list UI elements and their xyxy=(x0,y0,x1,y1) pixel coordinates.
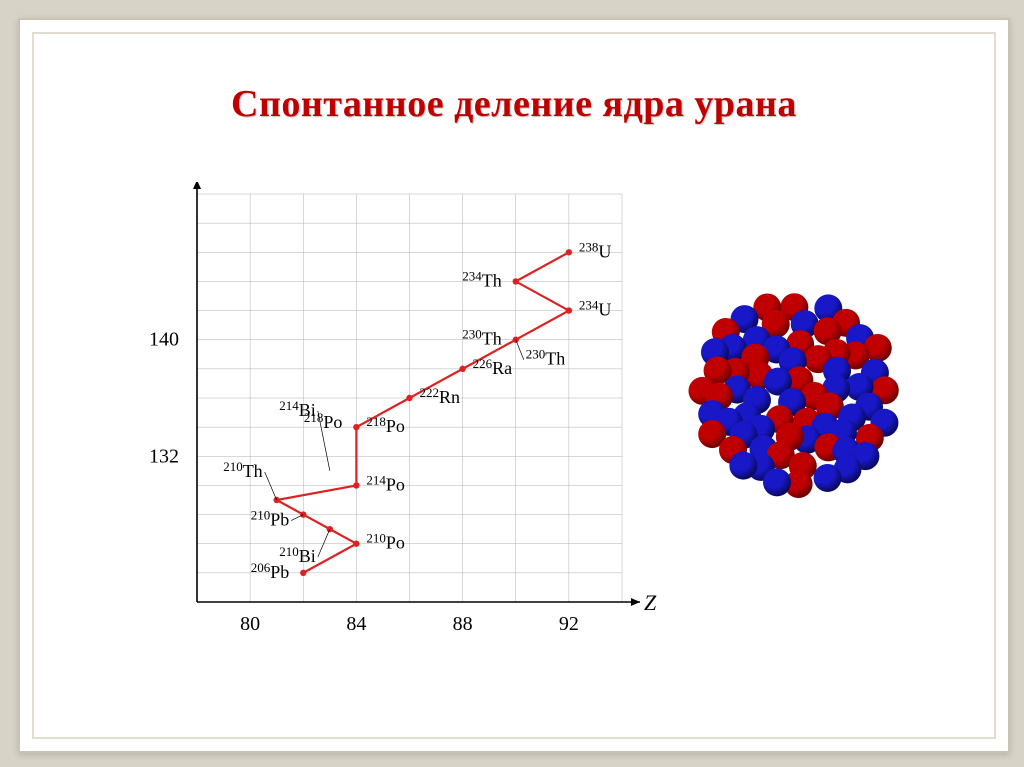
nucleus-illustration xyxy=(686,284,906,504)
svg-text:214Bi: 214Bi xyxy=(279,398,316,420)
svg-text:206Pb: 206Pb xyxy=(251,560,290,582)
svg-text:230Th: 230Th xyxy=(526,347,566,369)
svg-text:222Rn: 222Rn xyxy=(420,385,461,407)
svg-text:210Pb: 210Pb xyxy=(251,508,290,530)
svg-text:238U: 238U xyxy=(579,239,612,261)
svg-text:88: 88 xyxy=(453,613,473,635)
svg-text:214Po: 214Po xyxy=(366,472,405,494)
svg-text:80: 80 xyxy=(240,613,260,635)
svg-text:84: 84 xyxy=(346,613,366,635)
svg-text:210Th: 210Th xyxy=(223,459,263,481)
decay-chart: NZ80848892132140238U234Th234U230Th230Th2… xyxy=(102,182,662,662)
svg-text:226Ra: 226Ra xyxy=(473,356,513,378)
svg-text:230Th: 230Th xyxy=(462,327,502,349)
svg-text:234Th: 234Th xyxy=(462,268,502,290)
page-title: Спонтанное деление ядра урана xyxy=(34,82,994,126)
svg-text:210Po: 210Po xyxy=(366,531,405,553)
slide-card: Спонтанное деление ядра урана NZ80848892… xyxy=(18,18,1010,753)
svg-text:234U: 234U xyxy=(579,298,612,320)
slide-inner-frame: Спонтанное деление ядра урана NZ80848892… xyxy=(32,32,996,739)
svg-text:132: 132 xyxy=(149,445,179,467)
svg-text:140: 140 xyxy=(149,329,179,351)
svg-text:218Po: 218Po xyxy=(366,414,405,436)
svg-text:Z: Z xyxy=(644,590,657,615)
svg-text:92: 92 xyxy=(559,613,579,635)
